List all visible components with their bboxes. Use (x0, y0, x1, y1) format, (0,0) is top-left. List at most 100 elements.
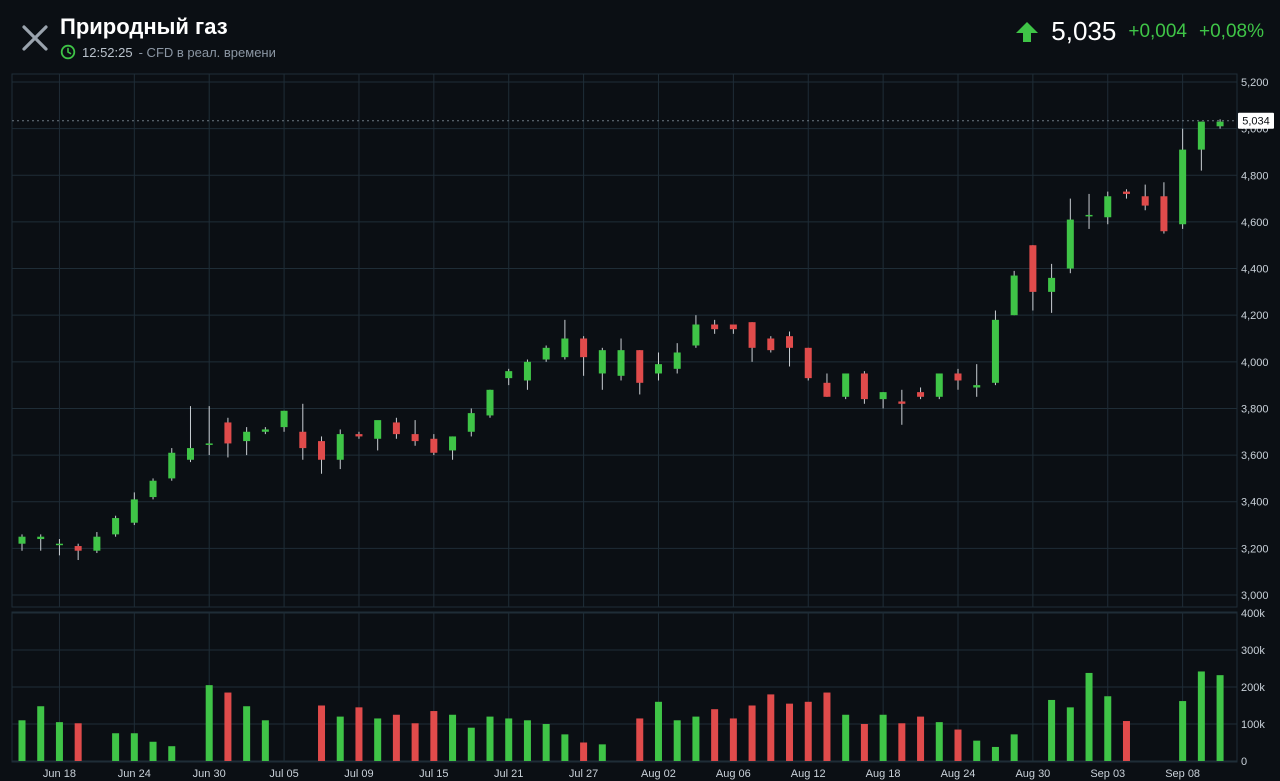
date-tick-label: Jul 21 (494, 768, 523, 780)
candle-body (1216, 121, 1224, 127)
volume-bar (523, 720, 531, 761)
candle-body (860, 373, 868, 400)
candle-body (804, 347, 812, 379)
candle-body (112, 518, 120, 535)
candle (973, 364, 981, 397)
volume-tick-label: 0 (1241, 756, 1247, 768)
candle-body (299, 431, 307, 449)
candle (355, 431, 363, 439)
candle (711, 319, 719, 334)
chart-area[interactable]: 5,200 5,000 4,800 4,600 4,400 4,200 4,000 3,800… (0, 72, 1280, 781)
volume-bar (1122, 721, 1130, 761)
candle (168, 448, 176, 481)
candle-body (598, 350, 606, 374)
volume-bar (580, 742, 588, 761)
header: Природный газ 12:52:25 - CFD в реал. вре… (0, 0, 1280, 72)
candle (261, 427, 269, 435)
candle-body (1160, 196, 1168, 232)
candle (823, 373, 831, 397)
volume-bar (917, 716, 925, 761)
candle (243, 427, 251, 456)
volume-bar (860, 724, 868, 761)
price-change-abs: +0,004 (1128, 20, 1188, 42)
current-price: 5,035 (1051, 16, 1117, 46)
candle-body (168, 452, 176, 479)
volume-bar (1216, 675, 1224, 761)
candle (505, 368, 513, 386)
candle-body (523, 361, 531, 381)
candle (860, 371, 868, 404)
candle (954, 368, 962, 390)
chart-axes: 5,2005,0004,8004,6004,4004,2004,0003,800… (43, 77, 1274, 780)
volume-bar (449, 714, 457, 761)
volume-bar (636, 718, 644, 761)
candle-body (318, 441, 326, 460)
candle-body (580, 338, 588, 358)
volume-bar (786, 703, 794, 761)
volume-bar (243, 706, 251, 761)
candle-body (93, 536, 101, 551)
candle (598, 347, 606, 390)
candle (617, 338, 625, 381)
candle-body (374, 420, 382, 439)
volume-bar (991, 746, 999, 761)
volume-bar (149, 741, 157, 761)
candle (991, 310, 999, 386)
candle (1085, 193, 1093, 229)
volume-bar (205, 685, 213, 761)
price-tick-label: 4,200 (1241, 310, 1269, 322)
volume-tick-label: 200k (1241, 682, 1265, 694)
candle-body (18, 536, 26, 544)
volume-bar (336, 716, 344, 761)
volume-bar (130, 733, 138, 761)
candle (1216, 119, 1224, 129)
candle-body (673, 352, 681, 369)
volume-bar (692, 716, 700, 761)
candle (280, 410, 288, 432)
candle (786, 331, 794, 367)
candle (1104, 191, 1112, 225)
candle (1197, 121, 1205, 171)
instrument-title: Природный газ (60, 14, 228, 39)
candle-body (935, 373, 943, 397)
candle (205, 406, 213, 456)
volume-bar (954, 729, 962, 761)
volume-bar (1104, 696, 1112, 761)
volume-bar (898, 723, 906, 761)
volume-tick-label: 300k (1241, 645, 1265, 657)
volume-panel (18, 671, 1224, 761)
candle-body (1085, 214, 1093, 217)
candle-body (149, 480, 157, 498)
volume-bar (355, 707, 363, 761)
candle-body (991, 319, 999, 383)
candle (224, 417, 232, 458)
volume-bar (411, 723, 419, 761)
candle-body (1104, 196, 1112, 218)
volume-bar (168, 746, 176, 761)
last-price-label: 5,034 (1242, 116, 1270, 128)
candle (55, 539, 63, 556)
candlestick-chart[interactable]: 5,2005,0004,8004,6004,4004,2004,0003,800… (0, 72, 1280, 781)
price-tick-label: 3,600 (1241, 450, 1269, 462)
candle-body (486, 389, 494, 416)
date-tick-label: Aug 02 (641, 768, 676, 780)
volume-bar (561, 734, 569, 761)
volume-bar (430, 711, 438, 761)
price-change-pct: +0,08% (1199, 20, 1264, 42)
volume-bar (486, 716, 494, 761)
candle (561, 319, 569, 360)
quote-summary: 5,035 +0,004 +0,08% (1015, 16, 1264, 47)
volume-bar (1066, 707, 1074, 761)
candle (299, 403, 307, 460)
candle (449, 436, 457, 460)
volume-tick-label: 400k (1241, 608, 1265, 620)
volume-bar (261, 720, 269, 761)
volume-bar (224, 692, 232, 761)
candle (1010, 270, 1018, 316)
candle-body (1066, 219, 1074, 269)
candle-body (1029, 245, 1037, 292)
candle (917, 387, 925, 400)
close-icon[interactable] (18, 21, 52, 55)
candle (1029, 245, 1037, 311)
price-panel (12, 119, 1237, 561)
